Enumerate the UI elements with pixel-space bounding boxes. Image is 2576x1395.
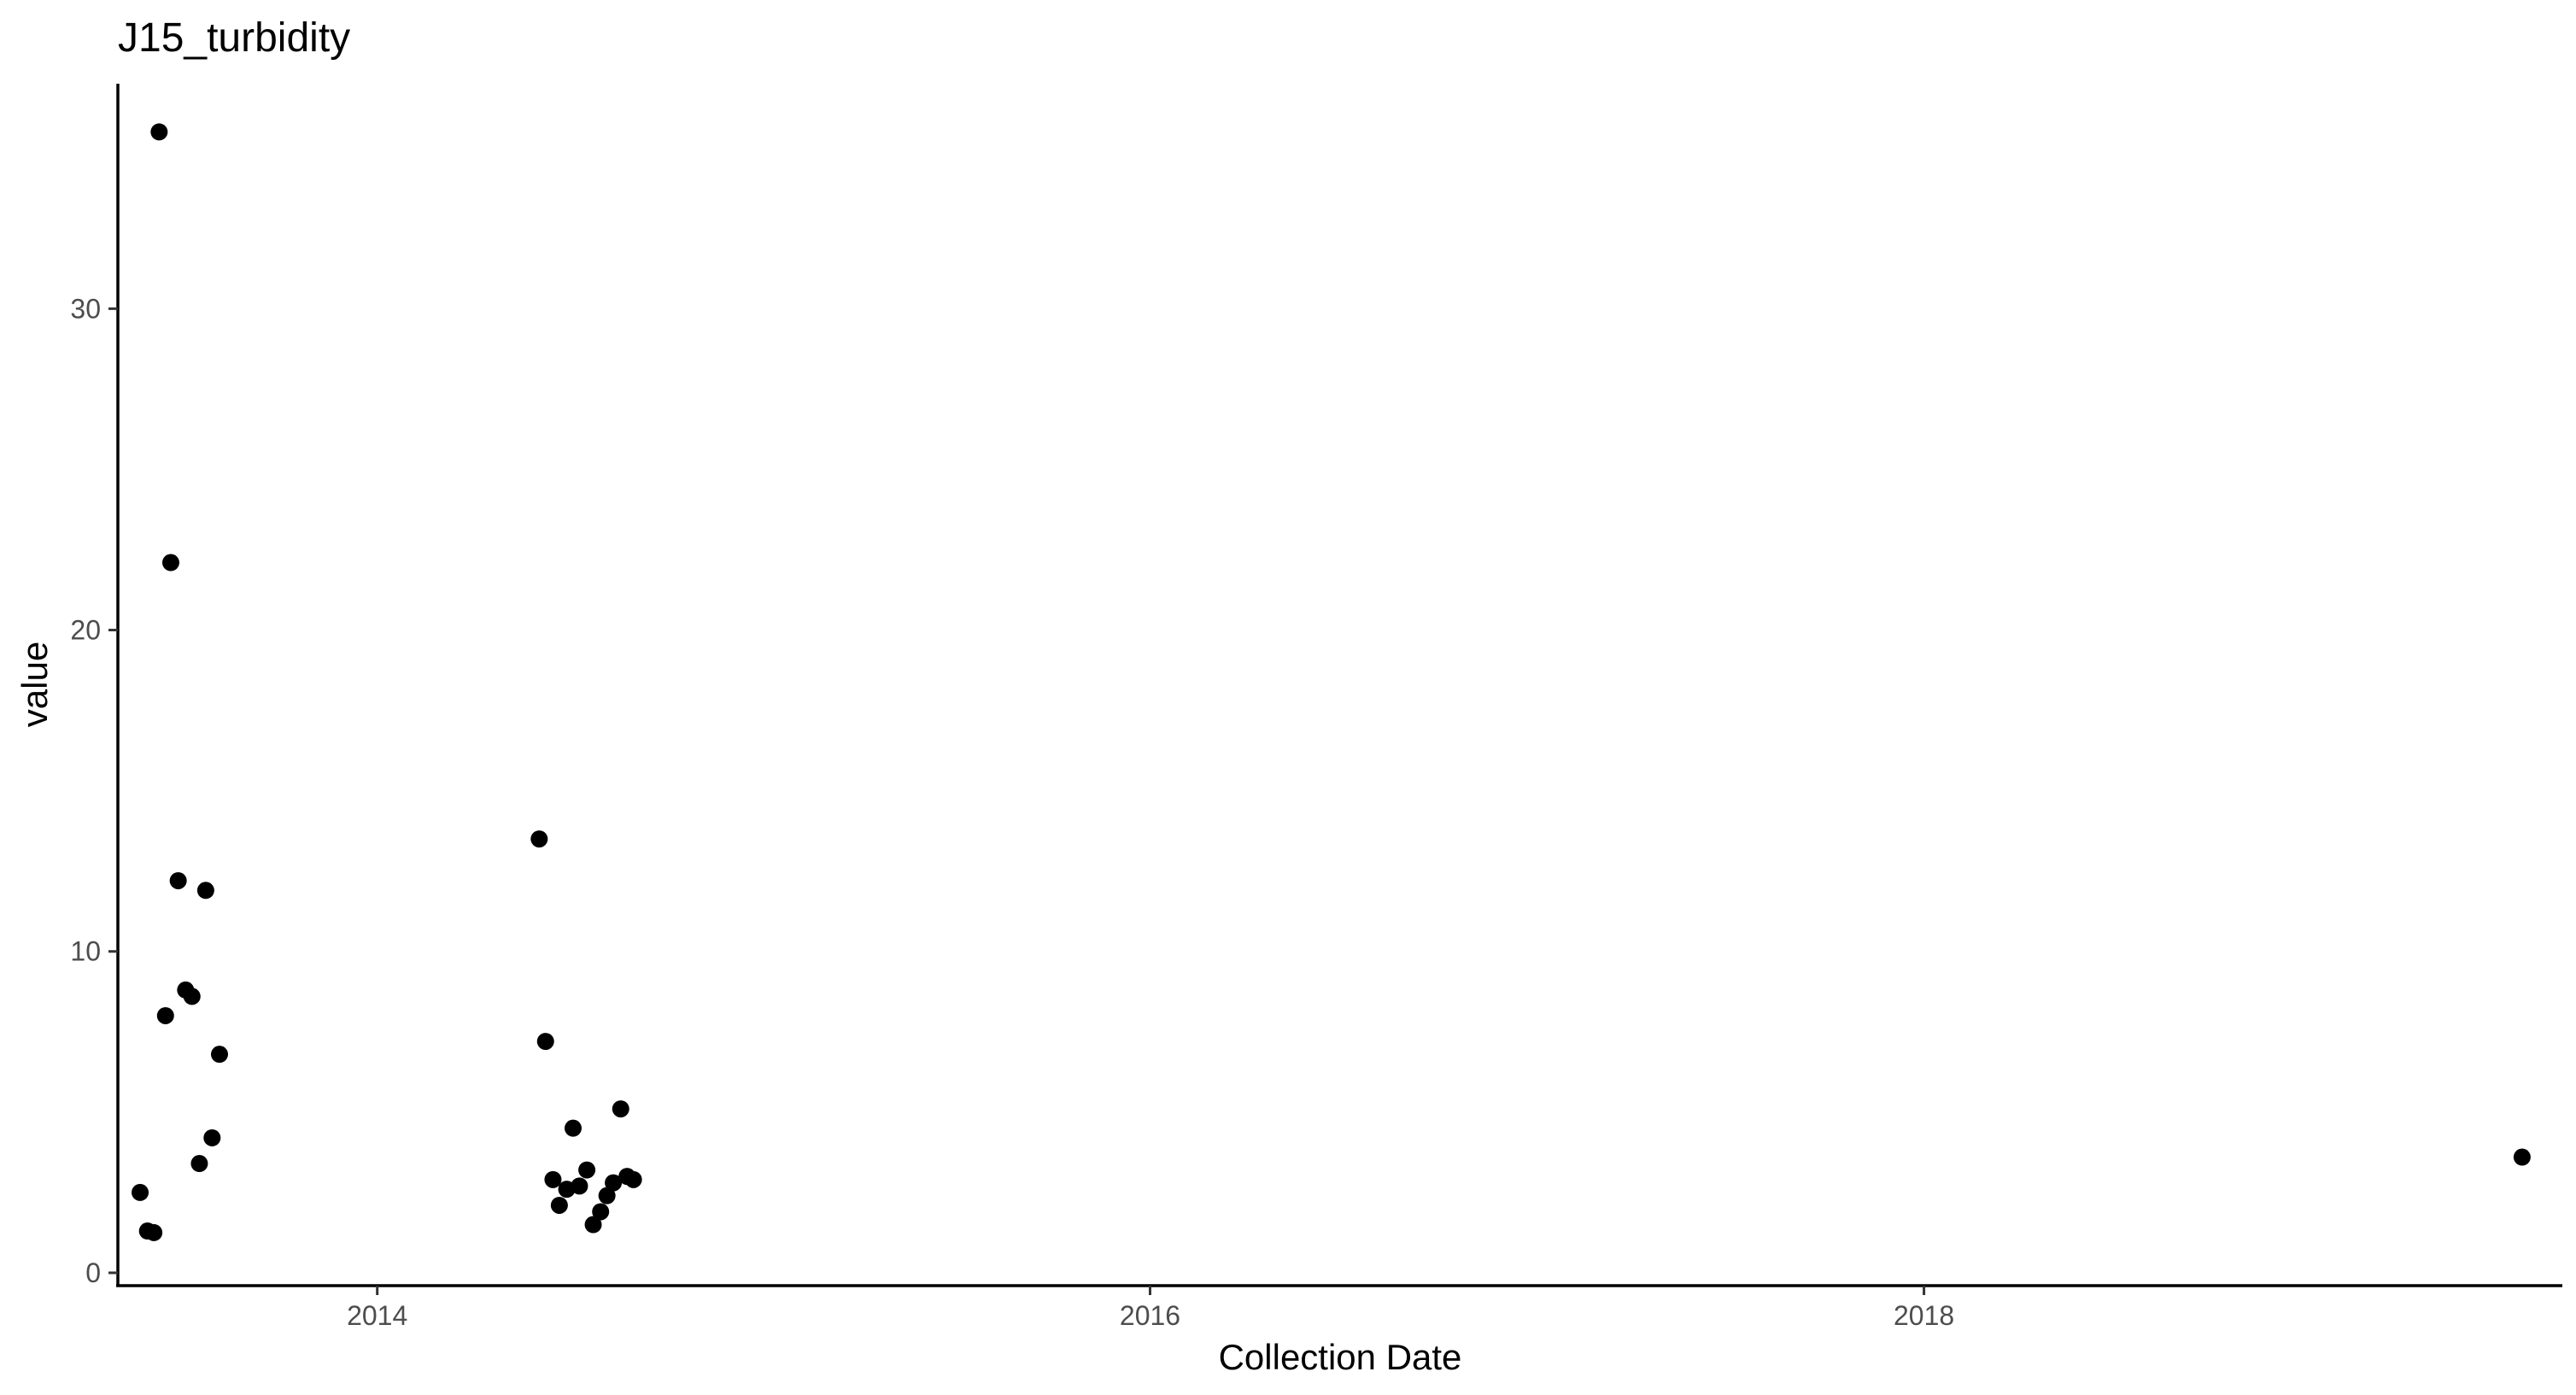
points-layer bbox=[132, 123, 2531, 1241]
y-axis-title: value bbox=[15, 642, 55, 727]
x-tick-label: 2014 bbox=[347, 1300, 407, 1331]
data-point bbox=[571, 1177, 588, 1195]
y-tick-label: 20 bbox=[70, 615, 101, 646]
data-point bbox=[183, 988, 201, 1005]
data-point bbox=[203, 1128, 221, 1146]
x-axis-title: Collection Date bbox=[1219, 1337, 1462, 1377]
y-tick-label: 0 bbox=[85, 1257, 101, 1288]
y-tick-label: 10 bbox=[70, 936, 101, 967]
x-tick-label: 2018 bbox=[1894, 1300, 1954, 1331]
data-point bbox=[536, 1033, 554, 1051]
x-axis-ticks: 2014 2016 2018 bbox=[347, 1286, 1954, 1331]
data-point bbox=[161, 554, 179, 571]
data-point bbox=[624, 1170, 642, 1188]
data-point bbox=[612, 1100, 629, 1118]
data-point bbox=[169, 871, 187, 889]
data-point bbox=[550, 1196, 568, 1214]
data-point bbox=[578, 1161, 596, 1179]
chart-title: J15_turbidity bbox=[118, 15, 350, 61]
data-point bbox=[190, 1155, 208, 1173]
data-point bbox=[544, 1170, 562, 1188]
y-axis-ticks: 0 10 20 30 bbox=[70, 293, 118, 1288]
plot-area bbox=[116, 84, 2562, 1287]
data-point bbox=[598, 1187, 616, 1205]
data-point bbox=[530, 830, 548, 848]
data-point bbox=[592, 1203, 610, 1221]
y-tick-label: 30 bbox=[70, 293, 101, 324]
data-point bbox=[605, 1174, 623, 1192]
data-point bbox=[150, 123, 168, 141]
data-point bbox=[210, 1046, 228, 1064]
data-point bbox=[132, 1183, 149, 1201]
data-point bbox=[196, 882, 214, 900]
data-point bbox=[564, 1119, 582, 1137]
data-point bbox=[2513, 1148, 2531, 1166]
data-point bbox=[156, 1006, 174, 1024]
x-tick-label: 2016 bbox=[1120, 1300, 1180, 1331]
data-point bbox=[584, 1216, 602, 1234]
data-point bbox=[145, 1223, 163, 1241]
